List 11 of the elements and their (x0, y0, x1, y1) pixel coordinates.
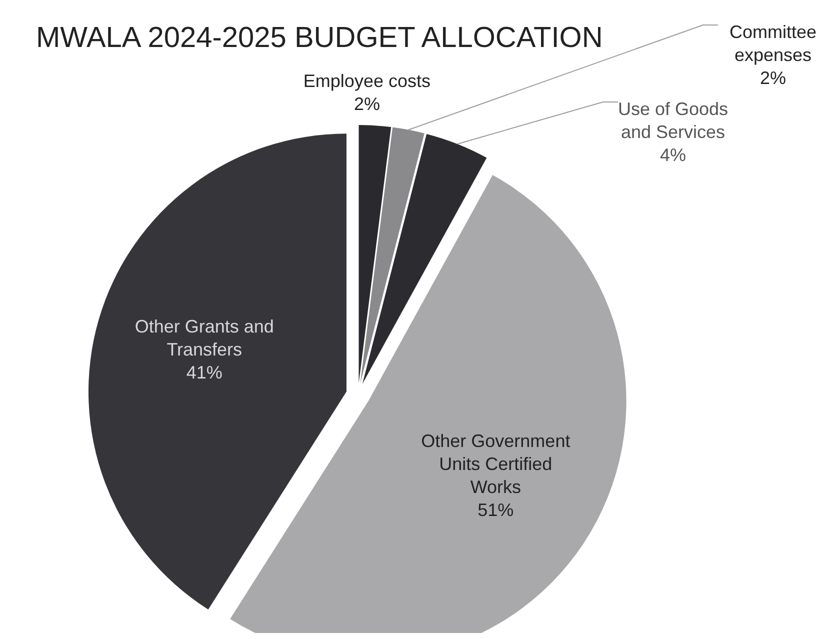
slice-label: Use of Goods and Services (618, 98, 728, 142)
slice-label: Committee expenses (729, 22, 817, 65)
data-label: 2% (760, 68, 786, 88)
data-label: 41% (186, 362, 222, 382)
slice-label: Employee costs (303, 70, 430, 91)
slice-label: Other Grants and Transfers (134, 316, 274, 360)
data-label: 51% (478, 500, 514, 520)
data-label: 4% (660, 144, 686, 165)
slice-label: Other Government Units Certified Works (421, 430, 570, 497)
data-label: 2% (354, 94, 380, 114)
chart-title: MWALA 2024-2025 BUDGET ALLOCATION (36, 22, 603, 55)
